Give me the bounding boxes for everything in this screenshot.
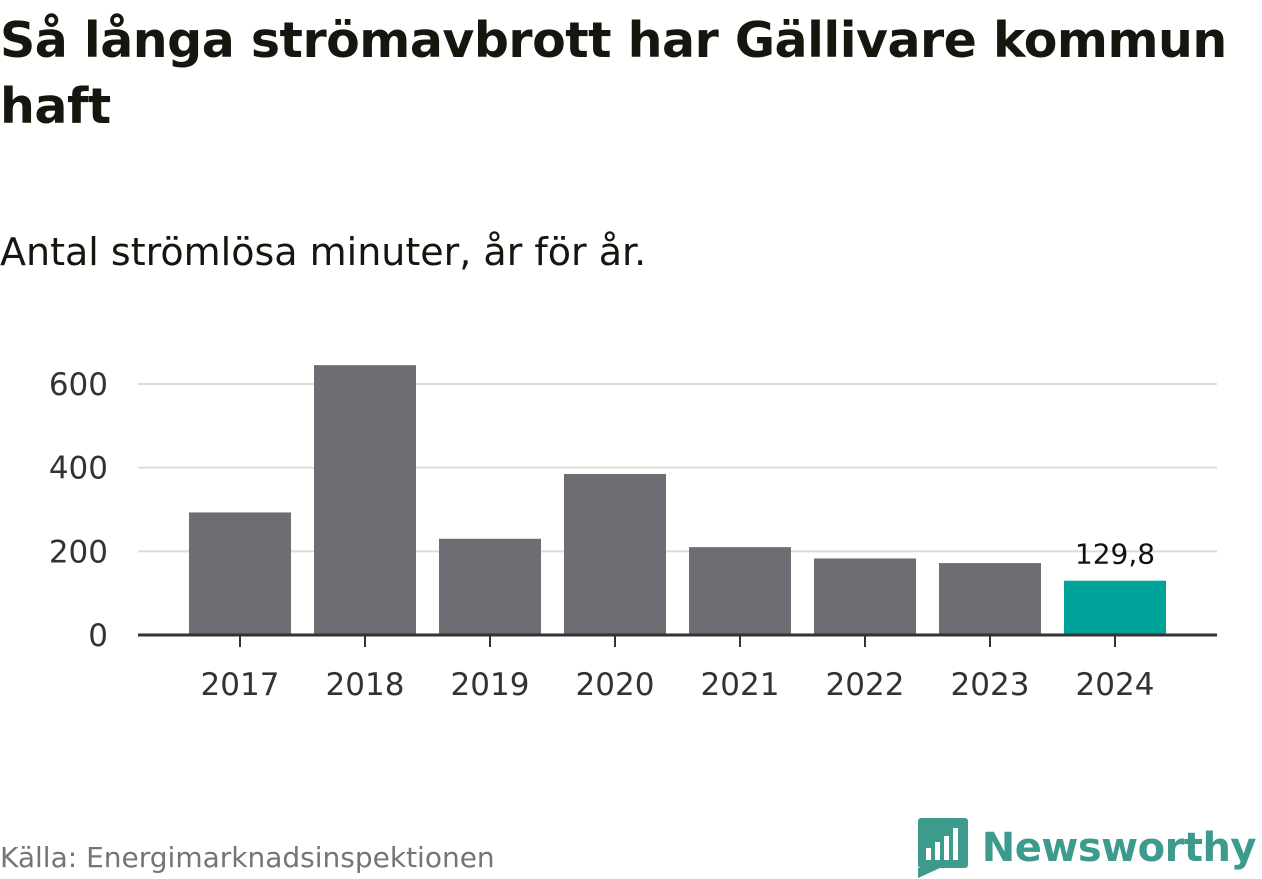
x-tick-label: 2019 (451, 667, 530, 703)
bar-2019 (439, 538, 541, 635)
chart-title: Så långa strömavbrott har Gällivare komm… (0, 12, 1227, 135)
y-tick-label: 400 (49, 451, 108, 487)
bar-2020 (564, 473, 666, 635)
source-note: Källa: Energimarknadsinspektionen (0, 841, 495, 874)
x-tick-label: 2020 (576, 667, 655, 703)
bar-2023 (939, 563, 1041, 635)
bars (189, 365, 1166, 635)
bar-2022 (814, 558, 916, 635)
brand-logo: Newsworthy (917, 818, 1257, 878)
x-tick-label: 2022 (826, 667, 905, 703)
bar-2024 (1064, 580, 1166, 635)
newsworthy-icon (917, 818, 968, 878)
x-tick-label: 2017 (201, 667, 280, 703)
x-tick-label: 2023 (951, 667, 1030, 703)
data-label-2024: 129,8 (1075, 538, 1155, 571)
bar-2021 (689, 547, 791, 635)
gridlines (138, 383, 1217, 553)
x-axis: 2017 2018 2019 2020 2021 2022 2023 2024 (138, 633, 1217, 703)
y-tick-label: 0 (88, 618, 108, 654)
x-tick-label: 2024 (1076, 667, 1155, 703)
x-tick-label: 2021 (701, 667, 780, 703)
x-tick-label: 2018 (326, 667, 405, 703)
y-axis-ticks: 0 200 400 600 (49, 367, 108, 654)
brand-name: Newsworthy (981, 825, 1257, 871)
y-tick-label: 600 (49, 367, 108, 403)
chart-subtitle: Antal strömlösa minuter, år för år. (0, 230, 647, 274)
y-tick-label: 200 (49, 534, 108, 570)
data-labels: 129,8 (1075, 538, 1155, 571)
bar-2017 (189, 512, 291, 635)
bar-2018 (314, 365, 416, 635)
